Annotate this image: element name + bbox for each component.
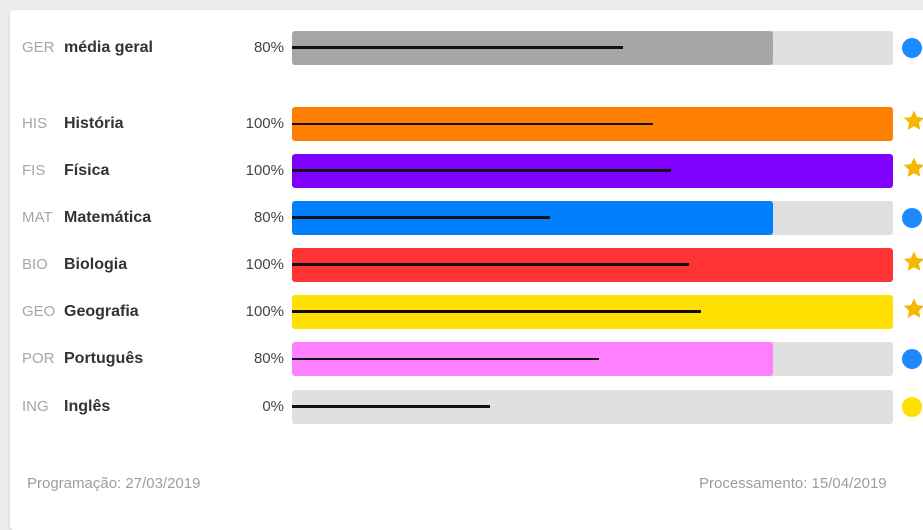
status-dot-icon xyxy=(902,397,922,417)
status-dot-icon xyxy=(902,208,922,228)
subject-row-ing[interactable]: ING Inglês 0% xyxy=(10,390,923,424)
subject-name: Biologia xyxy=(64,256,128,273)
subject-row-geo[interactable]: GEO Geografia 100% xyxy=(10,295,923,329)
star-icon xyxy=(903,298,923,318)
progress-marker-line xyxy=(292,216,551,219)
subject-code: ING xyxy=(22,398,49,415)
subject-percent: 100% xyxy=(245,256,284,273)
subject-name: História xyxy=(64,115,124,132)
progress-track xyxy=(292,201,893,235)
subject-row-fis[interactable]: FIS Física 100% xyxy=(10,154,923,188)
progress-marker-line xyxy=(292,263,689,266)
progress-marker-line xyxy=(292,358,599,360)
programacao-date: Programação: 27/03/2019 xyxy=(27,475,201,492)
progress-track xyxy=(292,295,893,329)
progress-track xyxy=(292,342,893,376)
subject-code: MAT xyxy=(22,209,53,226)
subject-row-por[interactable]: POR Português 80% xyxy=(10,342,923,376)
subject-row-bio[interactable]: BIO Biologia 100% xyxy=(10,248,923,282)
subject-name: Matemática xyxy=(64,209,152,226)
progress-track xyxy=(292,31,893,65)
progress-track xyxy=(292,248,893,282)
subject-percent: 80% xyxy=(253,39,284,56)
status-dot-icon xyxy=(902,38,922,58)
star-icon xyxy=(903,157,923,177)
progress-marker-line xyxy=(292,310,701,313)
subject-percent: 0% xyxy=(262,398,284,415)
subject-name: média geral xyxy=(64,39,153,56)
progress-marker-line xyxy=(292,46,623,49)
subject-percent: 100% xyxy=(245,303,284,320)
performance-card: GER média geral 80% HIS História 100% FIS Físic… xyxy=(10,10,923,530)
star-icon xyxy=(903,251,923,271)
subject-name: Física xyxy=(64,162,110,179)
subject-code: GEO xyxy=(22,303,56,320)
progress-track xyxy=(292,390,893,424)
subject-name: Português xyxy=(64,350,144,367)
star-icon xyxy=(903,110,923,130)
subject-code: FIS xyxy=(22,162,46,179)
subject-row-his[interactable]: HIS História 100% xyxy=(10,107,923,141)
subject-percent: 100% xyxy=(245,115,284,132)
subject-percent: 80% xyxy=(253,209,284,226)
subject-name: Inglês xyxy=(64,398,111,415)
subject-percent: 80% xyxy=(253,350,284,367)
subject-code: POR xyxy=(22,350,55,367)
subject-name: Geografia xyxy=(64,303,139,320)
progress-marker-line xyxy=(292,123,653,125)
subject-code: GER xyxy=(22,39,55,56)
subject-row-ger[interactable]: GER média geral 80% xyxy=(10,31,923,65)
processamento-date: Processamento: 15/04/2019 xyxy=(699,475,887,492)
status-dot-icon xyxy=(902,349,922,369)
subject-row-mat[interactable]: MAT Matemática 80% xyxy=(10,201,923,235)
subject-percent: 100% xyxy=(245,162,284,179)
progress-marker-line xyxy=(292,405,491,408)
subject-code: BIO xyxy=(22,256,48,273)
progress-marker-line xyxy=(292,169,671,172)
subject-code: HIS xyxy=(22,115,48,132)
progress-track xyxy=(292,107,893,141)
progress-track xyxy=(292,154,893,188)
